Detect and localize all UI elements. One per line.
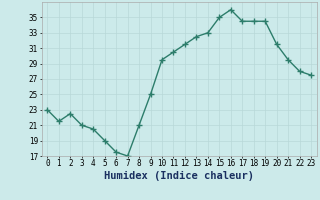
X-axis label: Humidex (Indice chaleur): Humidex (Indice chaleur)	[104, 171, 254, 181]
